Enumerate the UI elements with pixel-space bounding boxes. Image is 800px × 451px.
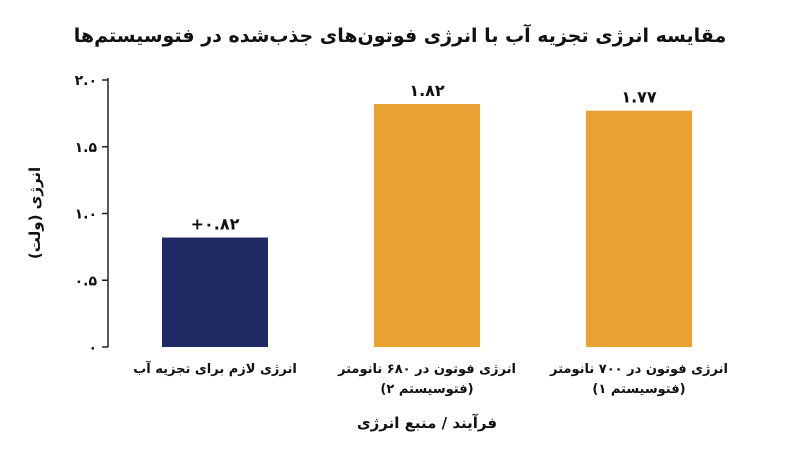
bar-value-label: ۱.۸۲ <box>409 81 445 100</box>
x-tick-label: انرژی فوتون در ۷۰۰ نانومتر <box>549 362 728 377</box>
y-axis-label: انرژی (ولت) <box>26 167 44 259</box>
x-tick-label: (فتوسیستم ۱) <box>592 382 685 397</box>
x-axis-label: فرآیند / منبع انرژی <box>357 414 497 432</box>
bar-value-labels: +۰.۸۲ ۱.۸۲ ۱.۷۷ <box>191 81 657 234</box>
bar <box>162 237 268 347</box>
y-tick-label: ۱.۰ <box>75 207 97 223</box>
bar-value-label: +۰.۸۲ <box>191 215 240 234</box>
bar <box>586 110 692 347</box>
bars <box>162 104 692 347</box>
y-tick-label: ۱.۵ <box>75 140 98 156</box>
y-tick-label: ۲.۰ <box>75 73 97 89</box>
y-ticks: ۰ ۰.۵ ۱.۰ ۱.۵ ۲.۰ <box>75 73 108 356</box>
y-tick-label: ۰.۵ <box>75 273 98 289</box>
category-labels: انرژی لازم برای تجزیه آب انرژی فوتون در ۶… <box>133 360 728 397</box>
x-tick-label: انرژی لازم برای تجزیه آب <box>133 360 297 377</box>
x-tick-label: (فتوسیستم ۲) <box>380 382 473 397</box>
x-tick-label: انرژی فوتون در ۶۸۰ نانومتر <box>337 362 516 377</box>
bar <box>374 104 480 347</box>
y-tick-label: ۰ <box>88 340 97 356</box>
chart-title: مقایسه انرژی تجزیه آب با انرژی فوتون‌های… <box>74 23 726 47</box>
bar-value-label: ۱.۷۷ <box>621 88 657 107</box>
